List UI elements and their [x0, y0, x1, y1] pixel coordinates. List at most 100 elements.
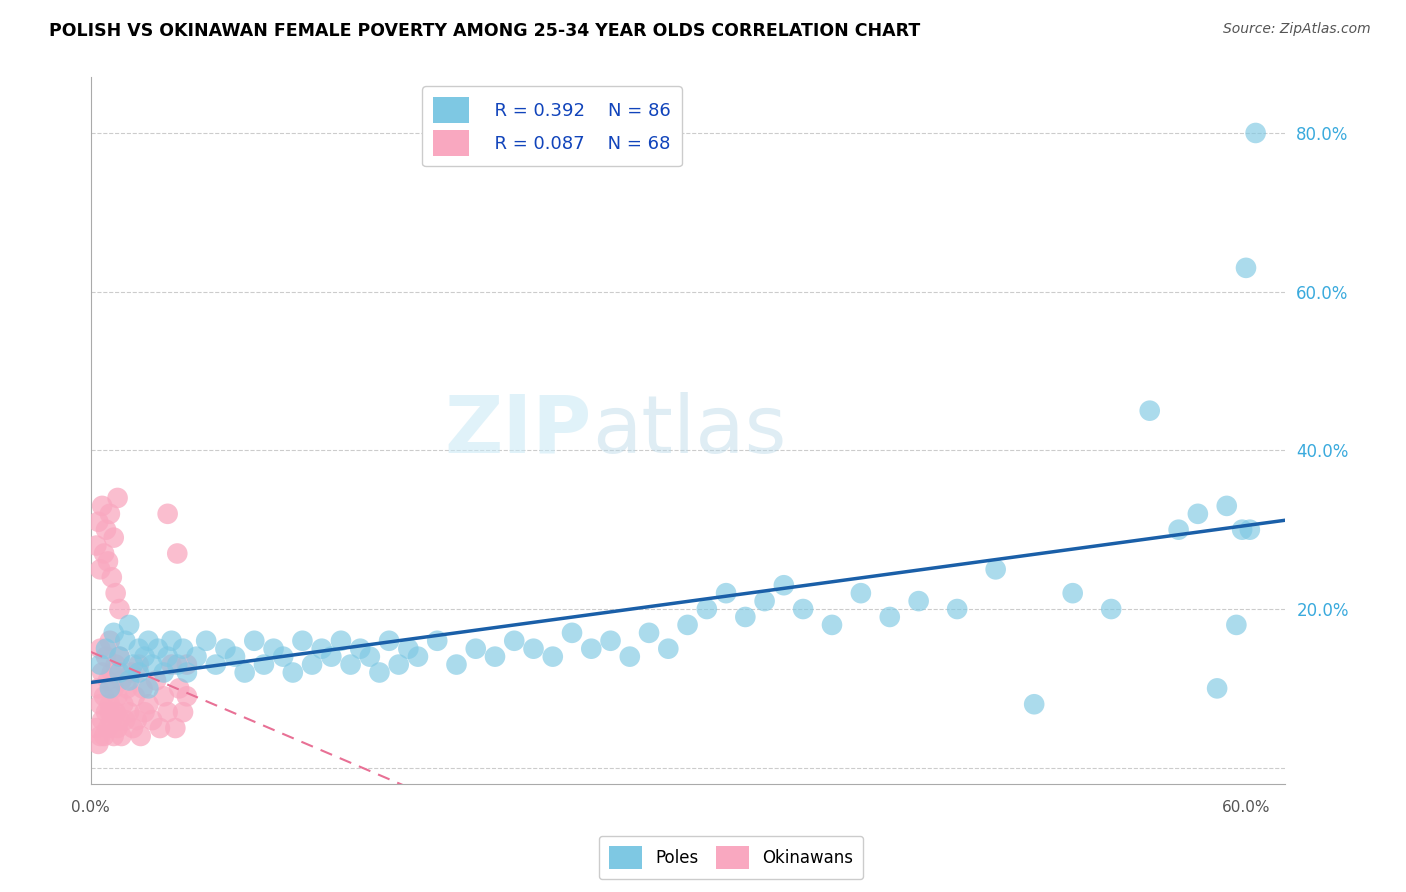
Point	[754, 594, 776, 608]
Point	[676, 618, 699, 632]
Point	[98, 633, 121, 648]
Point	[311, 641, 333, 656]
Point	[907, 594, 929, 608]
Point	[93, 729, 115, 743]
Point	[86, 539, 108, 553]
Point	[484, 649, 506, 664]
Point	[89, 698, 111, 712]
Point	[104, 705, 127, 719]
Point	[138, 633, 160, 648]
Point	[214, 641, 236, 656]
Point	[368, 665, 391, 680]
Point	[122, 657, 145, 672]
Point	[131, 681, 153, 696]
Legend: Poles, Okinawans: Poles, Okinawans	[599, 836, 863, 880]
Point	[349, 641, 371, 656]
Point	[204, 657, 226, 672]
Point	[1024, 698, 1046, 712]
Point	[146, 641, 169, 656]
Point	[291, 633, 314, 648]
Point	[281, 665, 304, 680]
Point	[89, 657, 111, 672]
Point	[224, 649, 246, 664]
Point	[263, 641, 285, 656]
Point	[172, 705, 194, 719]
Point	[122, 721, 145, 735]
Point	[103, 729, 125, 743]
Point	[464, 641, 486, 656]
Point	[107, 690, 129, 704]
Point	[166, 657, 188, 672]
Point	[89, 729, 111, 743]
Point	[118, 705, 141, 719]
Point	[128, 665, 150, 680]
Point	[329, 633, 352, 648]
Point	[108, 665, 131, 680]
Point	[91, 713, 114, 727]
Point	[91, 499, 114, 513]
Point	[1230, 523, 1253, 537]
Point	[128, 641, 150, 656]
Text: atlas: atlas	[592, 392, 786, 469]
Point	[522, 641, 544, 656]
Point	[114, 713, 136, 727]
Point	[186, 649, 208, 664]
Point	[98, 681, 121, 696]
Point	[176, 665, 198, 680]
Point	[114, 633, 136, 648]
Point	[86, 721, 108, 735]
Point	[321, 649, 343, 664]
Point	[93, 690, 115, 704]
Point	[141, 713, 163, 727]
Point	[94, 705, 117, 719]
Text: Source: ZipAtlas.com: Source: ZipAtlas.com	[1223, 22, 1371, 37]
Point	[89, 562, 111, 576]
Point	[156, 705, 179, 719]
Point	[101, 570, 124, 584]
Point	[638, 625, 661, 640]
Point	[581, 641, 603, 656]
Point	[152, 690, 174, 704]
Point	[243, 633, 266, 648]
Point	[426, 633, 449, 648]
Point	[118, 673, 141, 688]
Point	[107, 721, 129, 735]
Point	[301, 657, 323, 672]
Point	[98, 705, 121, 719]
Point	[108, 649, 131, 664]
Point	[93, 547, 115, 561]
Point	[104, 657, 127, 672]
Point	[378, 633, 401, 648]
Point	[87, 737, 110, 751]
Point	[166, 547, 188, 561]
Point	[97, 554, 120, 568]
Point	[714, 586, 737, 600]
Point	[167, 681, 190, 696]
Point	[120, 665, 142, 680]
Point	[946, 602, 969, 616]
Point	[359, 649, 381, 664]
Point	[1187, 507, 1209, 521]
Point	[1216, 499, 1239, 513]
Point	[160, 633, 183, 648]
Point	[124, 690, 146, 704]
Legend:   R = 0.392    N = 86,   R = 0.087    N = 68: R = 0.392 N = 86, R = 0.087 N = 68	[422, 87, 682, 167]
Point	[253, 657, 276, 672]
Point	[107, 491, 129, 505]
Point	[1139, 403, 1161, 417]
Point	[396, 641, 419, 656]
Point	[89, 641, 111, 656]
Point	[87, 515, 110, 529]
Point	[165, 721, 187, 735]
Point	[94, 523, 117, 537]
Point	[118, 618, 141, 632]
Point	[176, 657, 198, 672]
Point	[156, 507, 179, 521]
Point	[849, 586, 872, 600]
Point	[696, 602, 718, 616]
Point	[108, 602, 131, 616]
Point	[94, 649, 117, 664]
Point	[149, 721, 172, 735]
Point	[271, 649, 294, 664]
Point	[406, 649, 429, 664]
